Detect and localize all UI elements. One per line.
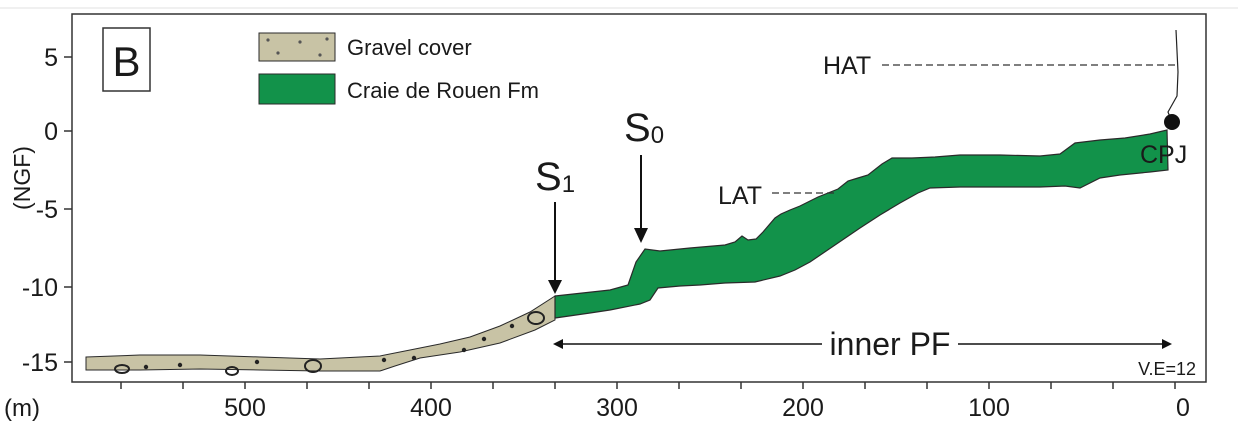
vertical-exaggeration-label: V.E=12 (1138, 359, 1196, 379)
x-tick-label: 100 (968, 394, 1010, 422)
inner-pf-right-arrow-icon (1162, 339, 1172, 349)
s1-label: S1 (535, 155, 575, 199)
y-tick-label: -10 (22, 274, 58, 302)
x-axis-tick-labels: 500 400 300 200 100 0 (224, 394, 1190, 422)
legend-label-chalk: Craie de Rouen Fm (347, 78, 539, 103)
chalk-formation-layer (555, 130, 1168, 318)
x-tick-label: 0 (1176, 394, 1190, 422)
y-axis-ticks (64, 57, 72, 362)
legend-label-gravel: Gravel cover (347, 35, 472, 60)
s0-label: S0 (624, 106, 664, 150)
s0-arrowhead-icon (634, 228, 648, 243)
panel-label: B (112, 38, 140, 85)
cpj-station-icon (1164, 114, 1180, 130)
inner-pf-label: inner PF (830, 326, 951, 362)
s1-marker: S1 (535, 155, 575, 294)
hat-label: HAT (823, 52, 871, 80)
inner-pf-left-arrow-icon (553, 339, 563, 349)
x-tick-label: 500 (224, 394, 266, 422)
x-tick-label: 200 (782, 394, 824, 422)
gravel-cover-layer (86, 296, 555, 371)
s0-marker: S0 (624, 106, 664, 243)
cpj-label: CPJ (1140, 141, 1187, 169)
y-tick-label: -15 (22, 349, 58, 377)
lat-label: LAT (718, 182, 762, 210)
cliff-profile-line (1168, 30, 1178, 122)
legend-item-gravel: Gravel cover (259, 33, 472, 61)
x-tick-label: 400 (410, 394, 452, 422)
plot-frame (72, 14, 1206, 382)
y-tick-label: 5 (44, 44, 58, 72)
legend-swatch-chalk (259, 74, 335, 104)
legend-swatch-gravel (259, 33, 335, 61)
legend: Gravel cover Craie de Rouen Fm (259, 33, 539, 104)
legend-item-chalk: Craie de Rouen Fm (259, 74, 539, 104)
y-axis-label: (NGF) (9, 146, 35, 210)
s1-arrowhead-icon (548, 280, 562, 294)
x-axis-label: (m) (4, 395, 40, 422)
y-tick-label: 0 (44, 118, 58, 146)
x-axis-ticks (121, 382, 1175, 389)
s0-subscript: 0 (651, 122, 664, 149)
y-tick-label: -5 (36, 196, 58, 224)
x-tick-label: 300 (596, 394, 638, 422)
s1-subscript: 1 (562, 171, 575, 198)
